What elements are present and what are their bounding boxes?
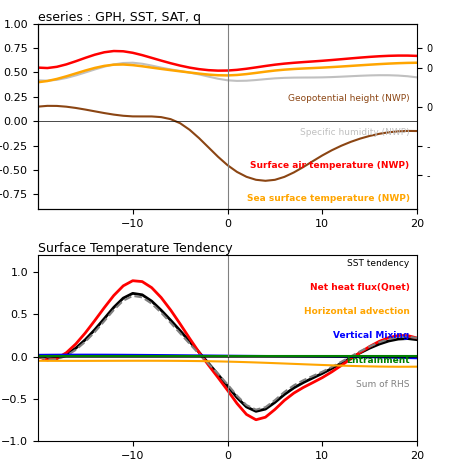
- Text: Specific humidity (NWP): Specific humidity (NWP): [300, 128, 410, 137]
- Text: Geopotential height (NWP): Geopotential height (NWP): [288, 94, 410, 103]
- Text: Vertical Mixing: Vertical Mixing: [333, 331, 410, 340]
- Text: eseries : GPH, SST, SAT, q: eseries : GPH, SST, SAT, q: [38, 11, 201, 24]
- Text: Sea surface temperature (NWP): Sea surface temperature (NWP): [246, 194, 410, 203]
- Text: Surface Temperature Tendency: Surface Temperature Tendency: [38, 242, 233, 255]
- Text: Surface air temperature (NWP): Surface air temperature (NWP): [250, 161, 410, 170]
- Text: Entrainment: Entrainment: [346, 356, 410, 365]
- Text: Net heat flux(Qnet): Net heat flux(Qnet): [310, 283, 410, 292]
- Text: Sum of RHS: Sum of RHS: [356, 380, 410, 389]
- Text: SST tendency: SST tendency: [347, 259, 410, 268]
- Text: Horizontal advection: Horizontal advection: [304, 307, 410, 316]
